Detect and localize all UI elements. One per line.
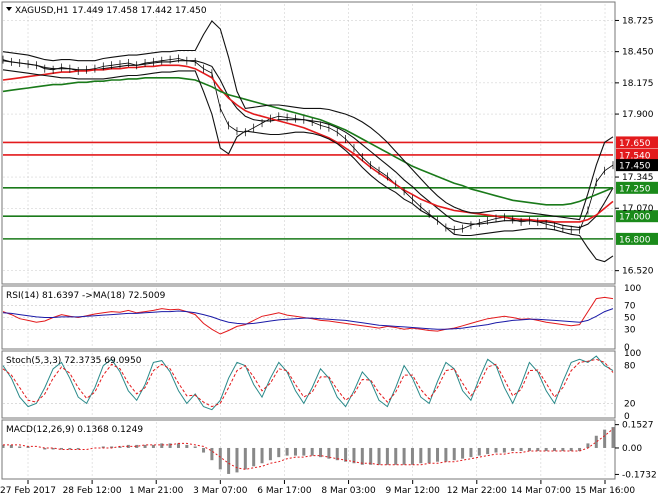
price-line-ma-green bbox=[2, 77, 614, 206]
macd-series-layer bbox=[1, 427, 615, 474]
macd-tick-label: -0.1732 bbox=[622, 470, 657, 480]
level-tag-label: 17.000 bbox=[619, 213, 651, 223]
level-tag-label: 17.250 bbox=[619, 184, 651, 194]
x-axis-label: 1 Mar 21:00 bbox=[129, 486, 184, 496]
x-axis-label: 8 Mar 03:00 bbox=[321, 486, 376, 496]
level-tag bbox=[616, 210, 658, 223]
macd-panel-frame[interactable] bbox=[1, 419, 616, 480]
stoch-series-layer bbox=[2, 355, 614, 411]
rsi-panel-frame[interactable] bbox=[1, 285, 616, 350]
price-tick-label: 17.345 bbox=[622, 173, 654, 183]
stoch-tick-label: 100 bbox=[624, 349, 641, 359]
price-line-ma-black bbox=[2, 60, 614, 229]
rsi-tick-label: 30 bbox=[624, 325, 636, 335]
level-tag bbox=[616, 148, 658, 161]
current-price-tag bbox=[616, 159, 658, 172]
price-tick-label: 17.900 bbox=[622, 110, 654, 120]
rsi-tick-label: 50 bbox=[624, 314, 636, 324]
price-tick-label: 18.725 bbox=[622, 16, 654, 26]
price-line-band-lower bbox=[2, 69, 614, 263]
rsi-tick-label: 70 bbox=[624, 302, 636, 312]
dropdown-triangle-icon[interactable] bbox=[6, 7, 12, 11]
price-line-band-upper bbox=[2, 20, 614, 221]
axis-layer: 27 Feb 2017 28 Feb 12:00 1 Mar 21:00 3 Mar … bbox=[0, 16, 657, 496]
stoch-tick-label: 0 bbox=[624, 412, 630, 422]
rsi-series-layer bbox=[2, 296, 614, 335]
price-tick-label: 18.175 bbox=[622, 79, 654, 89]
level-tag bbox=[616, 136, 658, 149]
level-tag-label: 16.800 bbox=[619, 235, 651, 245]
level-tag bbox=[616, 181, 658, 194]
price-line-ma-red bbox=[2, 64, 614, 223]
x-axis-label: 15 Mar 16:00 bbox=[575, 486, 635, 496]
macd-tick-label: 0.1527 bbox=[622, 421, 654, 431]
stoch-tick-label: 20 bbox=[624, 399, 636, 409]
level-tag-label: 17.650 bbox=[619, 139, 651, 149]
price-tick-label: 16.520 bbox=[622, 267, 654, 277]
stoch-panel-frame[interactable] bbox=[1, 350, 616, 419]
price-series-layer bbox=[2, 20, 614, 263]
macd-tick-label: 0.00 bbox=[622, 444, 642, 454]
price-tick-label: 18.450 bbox=[622, 48, 654, 58]
x-axis-label: 9 Mar 12:00 bbox=[385, 486, 440, 496]
rsi-ma-line bbox=[2, 308, 614, 330]
x-axis-label: 3 Mar 07:00 bbox=[193, 486, 248, 496]
x-axis-label: 27 Feb 2017 bbox=[0, 486, 56, 496]
x-axis-label: 28 Feb 12:00 bbox=[63, 486, 122, 496]
x-axis-label: 14 Mar 07:00 bbox=[511, 486, 571, 496]
rsi-tick-label: 0 bbox=[624, 343, 630, 353]
stoch-main-line bbox=[2, 355, 614, 411]
current-price-label: 17.450 bbox=[619, 162, 651, 172]
macd-label: MACD(12,26,9) 0.1368 0.1249 bbox=[6, 425, 143, 435]
price-tick-label: 17.070 bbox=[622, 204, 654, 214]
stoch-label: Stoch(5,3,3) 72.3735 69.0950 bbox=[6, 356, 142, 366]
levels-layer: 17.650 17.540 17.250 17.000 16.800 17.450 bbox=[3, 136, 658, 245]
price-panel-frame[interactable] bbox=[1, 1, 616, 285]
level-tag bbox=[616, 232, 658, 245]
rsi-tick-label: 100 bbox=[624, 284, 641, 294]
rsi-label: RSI(14) 81.6397 ->MA(18) 72.5009 bbox=[6, 291, 166, 301]
stoch-signal-line bbox=[2, 358, 614, 408]
level-tag-label: 17.540 bbox=[619, 151, 651, 161]
x-axis-label: 12 Mar 22:00 bbox=[447, 486, 507, 496]
grid-layer bbox=[3, 4, 613, 477]
symbol-label: XAGUSD,H1 bbox=[15, 6, 69, 16]
ohlc-readout: 17.449 17.458 17.442 17.450 bbox=[72, 6, 207, 16]
x-axis-label: 6 Mar 17:00 bbox=[257, 486, 312, 496]
stoch-tick-label: 80 bbox=[624, 362, 636, 372]
